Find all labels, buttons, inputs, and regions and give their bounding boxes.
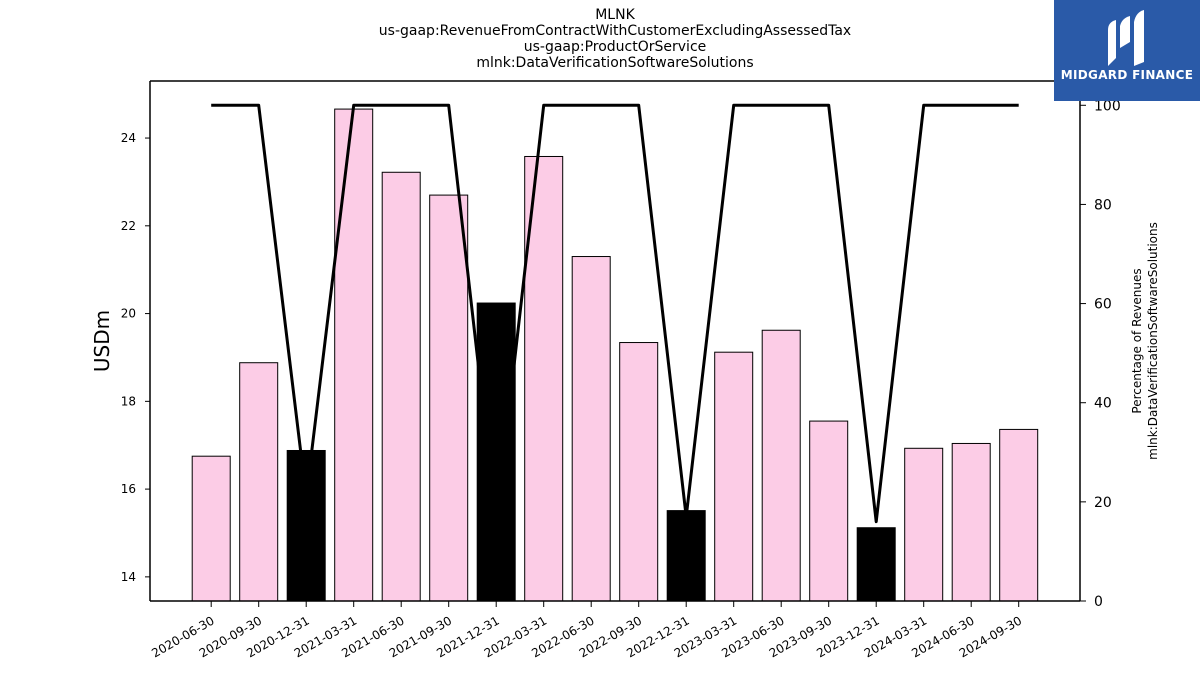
- bar-2021-12-31: [476, 302, 516, 602]
- bar-2022-06-30: [571, 256, 611, 602]
- logo-mark-icon: [1108, 10, 1144, 66]
- bar-2023-06-30: [761, 329, 801, 602]
- bar-2020-06-30: [191, 455, 231, 602]
- bar-2020-12-31: [286, 449, 326, 602]
- y2-tick-label-20: 20: [1094, 495, 1112, 511]
- y-tick-label-14: 14: [121, 570, 136, 584]
- bar-2023-09-30: [809, 420, 849, 602]
- y2-axis-label-line-1: Percentage of Revenues: [1130, 268, 1144, 413]
- y2-axis-label-line-2: mlnk:DataVerificationSoftwareSolutions: [1146, 222, 1160, 460]
- y2-tick-label-60: 60: [1094, 297, 1112, 313]
- title-line-1: MLNK: [595, 7, 635, 23]
- bar-2024-09-30: [999, 428, 1039, 602]
- bar-2022-09-30: [619, 342, 659, 602]
- bar-2021-09-30: [429, 194, 469, 602]
- y2-tick-label-100: 100: [1094, 98, 1121, 114]
- bar-2023-03-31: [714, 351, 754, 602]
- logo-text: MIDGARD FINANCE: [1060, 68, 1194, 82]
- y-tick-label-18: 18: [121, 394, 136, 408]
- bar-2024-06-30: [951, 442, 991, 602]
- bar-2022-03-31: [524, 155, 564, 602]
- y-tick-label-16: 16: [121, 482, 136, 496]
- y-tick-label-24: 24: [121, 131, 136, 145]
- title-line-2: us-gaap:RevenueFromContractWithCustomerE…: [378, 23, 852, 39]
- y-tick-label-20: 20: [121, 307, 136, 321]
- y-tick-label-22: 22: [121, 219, 136, 233]
- bar-2021-06-30: [381, 171, 421, 602]
- bar-2021-03-31: [334, 108, 374, 602]
- y2-tick-label-80: 80: [1094, 197, 1112, 213]
- bar-2022-12-31: [666, 510, 706, 602]
- y-axis-label: USDm: [90, 310, 114, 372]
- title-line-4: mlnk:DataVerificationSoftwareSolutions: [476, 55, 754, 71]
- bar-2024-03-31: [904, 447, 944, 602]
- title-line-3: us-gaap:ProductOrService: [523, 39, 707, 55]
- midgard-finance-logo: MIDGARD FINANCE: [1054, 0, 1200, 101]
- y2-tick-label-0: 0: [1094, 594, 1103, 610]
- y2-tick-label-40: 40: [1094, 396, 1112, 412]
- bar-2023-12-31: [856, 527, 896, 602]
- bar-2020-09-30: [239, 362, 279, 602]
- percentage-line: [211, 103, 1019, 524]
